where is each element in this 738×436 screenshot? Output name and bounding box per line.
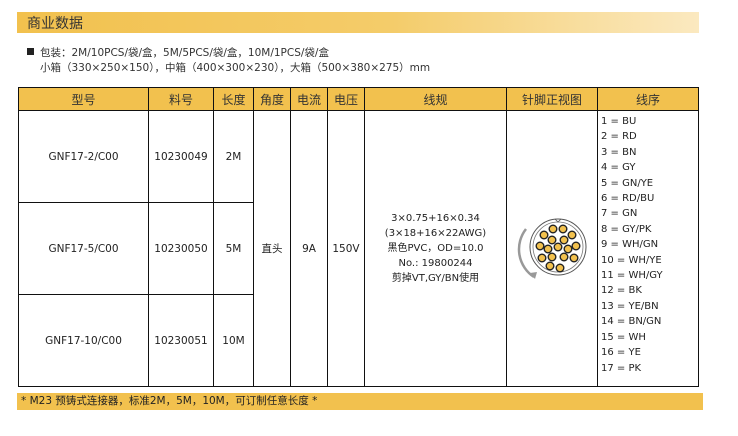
spec-line: 剪掉VT,GY/BN使用 xyxy=(391,273,480,284)
wire-item: 6 = RD/BU xyxy=(601,193,655,205)
pin-mark xyxy=(547,252,557,262)
packaging-line-1: 包装：2M/10PCS/袋/盒，5M/5PCS/袋/盒，10M/1PCS/袋/盒 xyxy=(40,47,329,59)
header-voltage: 电压 xyxy=(327,87,365,111)
wire-item: 7 = GN xyxy=(601,208,638,220)
header-part: 料号 xyxy=(148,87,214,111)
product-table: 型号 料号 长度 角度 电流 电压 线规 针脚正视图 线序 GNF17-2/C0… xyxy=(18,87,699,387)
pin-mark xyxy=(547,235,557,245)
wire-item: 14 = BN/GN xyxy=(601,316,662,328)
length-cell: 10M xyxy=(213,294,254,387)
wire-item: 4 = GY xyxy=(601,162,636,174)
wire-item: 17 = PK xyxy=(601,362,642,374)
model-cell: GNF17-5/C00 xyxy=(18,202,149,295)
pinout-cell xyxy=(506,110,598,387)
table-row: GNF17-2/C00 10230049 2M 直头 9A 150V 3×0.7… xyxy=(18,110,699,387)
table-header-row: 型号 料号 长度 角度 电流 电压 线规 针脚正视图 线序 xyxy=(18,87,699,111)
header-length: 长度 xyxy=(213,87,254,111)
connector-pinout-icon xyxy=(517,218,587,279)
wiring-cell: 1 = BU 2 = RD 3 = BN 4 = GY 5 = GN/YE 6 = RD/… xyxy=(597,110,699,387)
table-row: GNF17-10/C00 10230051 10M xyxy=(18,294,699,387)
spec-line: No.: 19800244 xyxy=(398,258,473,269)
wire-item: 2 = RD xyxy=(601,131,637,143)
spec-line: (3×18+16×22AWG) xyxy=(384,228,487,239)
pin-mark xyxy=(559,235,569,245)
wire-item: 15 = WH xyxy=(601,331,646,343)
wire-item: 3 = BN xyxy=(601,146,637,158)
pin-mark xyxy=(569,253,579,263)
pin-mark xyxy=(539,230,549,240)
packaging-line-2: 小箱（330×250×150），中箱（400×300×230），大箱（500×3… xyxy=(40,62,431,74)
pin-mark xyxy=(567,230,577,240)
header-model: 型号 xyxy=(18,87,149,111)
pin-mark xyxy=(535,241,545,251)
wire-item: 1 = BU xyxy=(601,116,637,127)
pin-mark xyxy=(558,224,568,234)
angle-cell: 直头 xyxy=(253,110,291,387)
table-row: GNF17-5/C00 10230050 5M xyxy=(18,202,699,295)
bullet-square-icon xyxy=(27,48,34,55)
part-cell: 10230050 xyxy=(148,202,214,295)
wire-item: 12 = BK xyxy=(601,285,642,297)
model-cell: GNF17-2/C00 xyxy=(18,110,149,203)
header-angle: 角度 xyxy=(253,87,291,111)
pin-mark xyxy=(555,263,565,273)
pin-mark xyxy=(548,224,558,234)
pin-mark xyxy=(537,253,547,263)
voltage-cell: 150V xyxy=(327,110,365,387)
current-cell: 9A xyxy=(290,110,328,387)
footer-note: * M23 预铸式连接器，标准2M，5M，10M，可订制任意长度 * xyxy=(17,393,703,410)
model-cell: GNF17-10/C00 xyxy=(18,294,149,387)
pin-mark xyxy=(543,244,553,254)
header-wiring: 线序 xyxy=(597,87,699,111)
part-cell: 10230051 xyxy=(148,294,214,387)
wire-item: 16 = YE xyxy=(601,347,641,359)
wire-item: 5 = GN/YE xyxy=(601,177,654,189)
length-cell: 5M xyxy=(213,202,254,295)
pin-mark xyxy=(553,242,563,252)
wire-item: 10 = WH/YE xyxy=(601,254,662,266)
packaging-info: 包装：2M/10PCS/袋/盒，5M/5PCS/袋/盒，10M/1PCS/袋/盒… xyxy=(27,46,430,76)
wire-item: 11 = WH/GY xyxy=(601,270,663,282)
pin-mark xyxy=(545,261,555,271)
wire-item: 9 = WH/GN xyxy=(601,239,659,251)
wire-item: 13 = YE/BN xyxy=(601,300,659,312)
pin-mark xyxy=(563,244,573,254)
section-title-bar: 商业数据 xyxy=(17,12,699,33)
spec-line: 3×0.75+16×0.34 xyxy=(391,213,480,224)
header-current: 电流 xyxy=(290,87,328,111)
header-spec: 线规 xyxy=(364,87,507,111)
header-pinout: 针脚正视图 xyxy=(506,87,598,111)
section-title: 商业数据 xyxy=(27,16,83,32)
part-cell: 10230049 xyxy=(148,110,214,203)
pin-mark xyxy=(571,241,581,251)
wire-item: 8 = GY/PK xyxy=(601,223,652,235)
spec-line: 黑色PVC，OD=10.0 xyxy=(387,243,484,254)
spec-cell: 3×0.75+16×0.34 (3×18+16×22AWG) 黑色PVC，OD=… xyxy=(364,110,507,387)
pin-mark xyxy=(559,252,569,262)
length-cell: 2M xyxy=(213,110,254,203)
